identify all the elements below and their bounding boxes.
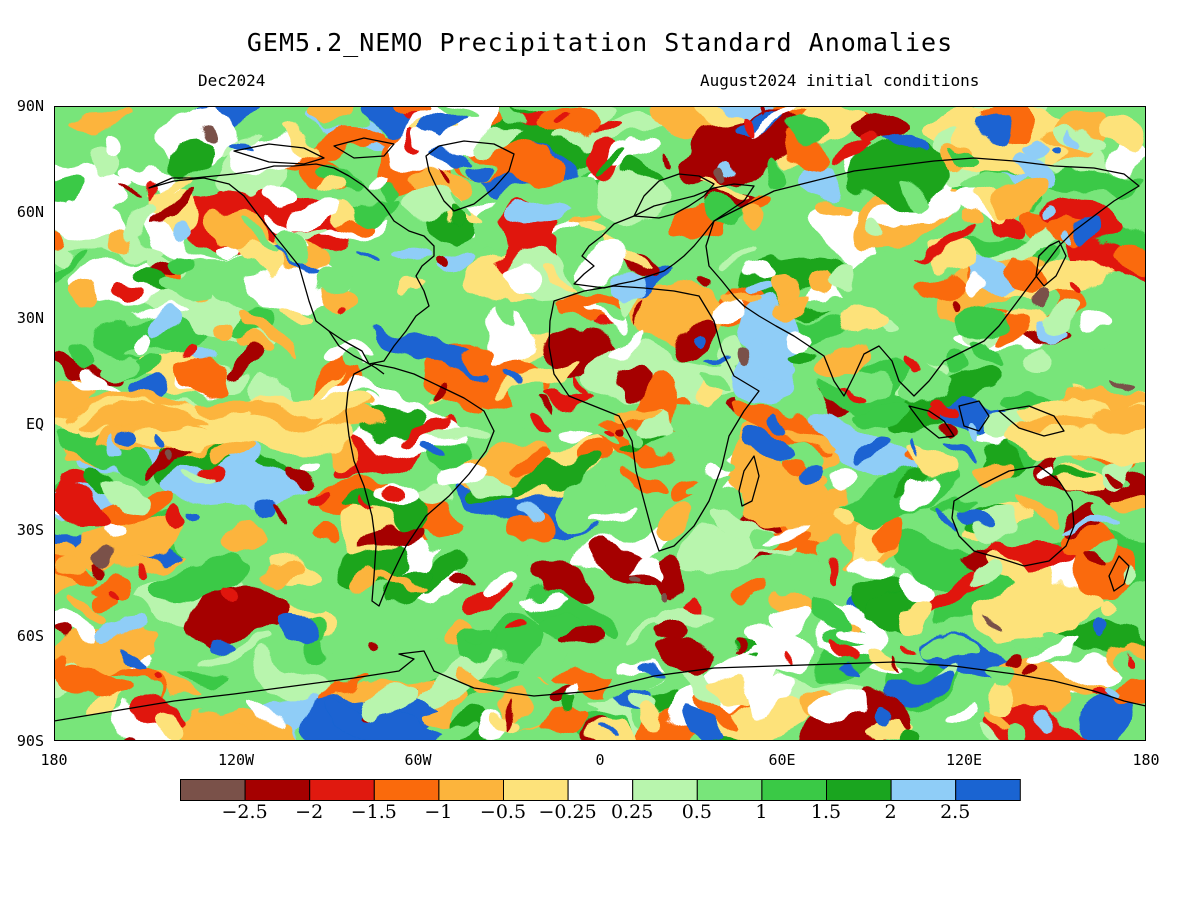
colorbar-label-6: 0.25 xyxy=(611,801,654,823)
colorbar xyxy=(180,779,1021,801)
anomaly-map xyxy=(54,106,1146,741)
colorbar-label-11: 2.5 xyxy=(940,801,971,823)
colorbar-swatch-5 xyxy=(503,779,569,801)
colorbar-swatch-0 xyxy=(180,779,246,801)
colorbar-swatch-3 xyxy=(373,779,440,801)
lon-label-60w: 60W xyxy=(404,751,432,769)
lat-label-90n: 90N xyxy=(16,97,44,115)
colorbar-swatch-6 xyxy=(567,779,634,801)
lat-label-30s: 30S xyxy=(16,521,44,539)
colorbar-label-7: 0.5 xyxy=(681,801,712,823)
map-title: GEM5.2_NEMO Precipitation Standard Anoma… xyxy=(246,28,954,57)
colorbar-label-0: −2.5 xyxy=(221,801,268,823)
lat-label-60s: 60S xyxy=(16,627,44,645)
colorbar-swatch-7 xyxy=(632,779,698,801)
lat-label-90s: 90S xyxy=(16,732,44,750)
lon-label-0: 0 xyxy=(595,751,605,769)
colorbar-swatch-10 xyxy=(826,779,892,801)
colorbar-label-1: −2 xyxy=(295,801,324,823)
lon-label-180e: 180 xyxy=(1132,751,1160,769)
coastlines xyxy=(54,137,1146,722)
colorbar-label-9: 1.5 xyxy=(810,801,842,823)
lat-label-eq: EQ xyxy=(25,415,44,433)
lat-label-60n: 60N xyxy=(16,203,44,221)
colorbar-swatch-9 xyxy=(761,779,828,801)
map-frame xyxy=(54,106,1146,741)
colorbar-swatch-11 xyxy=(890,779,957,801)
colorbar-label-2: −1.5 xyxy=(350,801,397,823)
colorbar-swatch-8 xyxy=(696,779,763,801)
lon-label-120w: 120W xyxy=(217,751,255,769)
forecast-month: Dec2024 xyxy=(198,71,266,90)
colorbar-swatch-4 xyxy=(438,779,504,801)
colorbar-label-5: −0.25 xyxy=(538,801,597,823)
colorbar-label-8: 1 xyxy=(755,801,768,823)
lon-label-60e: 60E xyxy=(768,751,796,769)
colorbar-label-10: 2 xyxy=(884,801,897,823)
initial-conditions: August2024 initial conditions xyxy=(700,71,980,90)
lon-label-120e: 120E xyxy=(945,751,983,769)
colorbar-swatch-12 xyxy=(955,779,1021,801)
lon-label-180w: 180 xyxy=(40,751,68,769)
colorbar-label-3: −1 xyxy=(424,801,453,823)
lat-label-30n: 30N xyxy=(16,309,44,327)
colorbar-swatch-1 xyxy=(244,779,311,801)
colorbar-label-4: −0.5 xyxy=(479,801,527,823)
colorbar-swatch-2 xyxy=(309,779,375,801)
